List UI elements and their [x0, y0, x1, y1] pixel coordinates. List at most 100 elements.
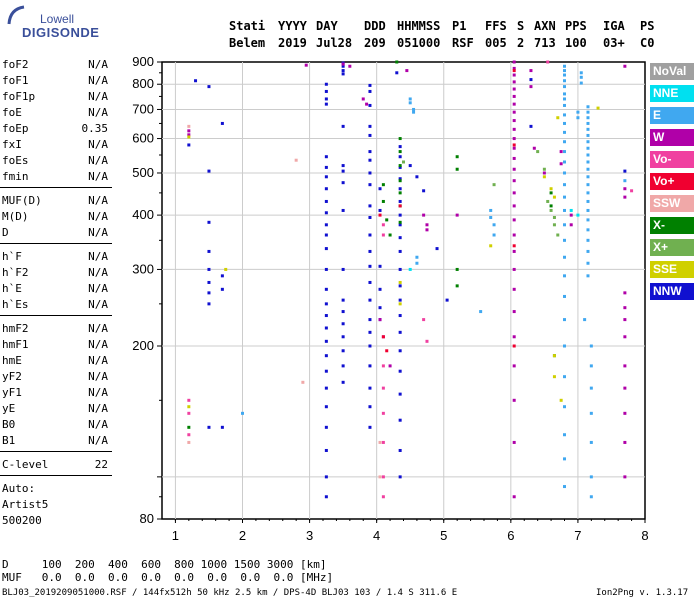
- data-point-nnw: [398, 418, 402, 422]
- data-point-nnw: [207, 267, 211, 271]
- data-point-vo: [381, 386, 385, 390]
- data-point-w: [365, 102, 369, 106]
- data-point-e: [563, 457, 566, 461]
- data-point-w: [512, 94, 516, 98]
- data-point-nnw: [341, 181, 345, 185]
- data-point-x: [381, 199, 385, 203]
- data-point-e: [586, 167, 590, 171]
- data-point-nnw: [341, 335, 345, 339]
- param-value: N/A: [88, 90, 108, 103]
- legend-item-ssw: SSW: [650, 195, 694, 212]
- data-point-nnw: [324, 287, 328, 291]
- data-point-nnw: [368, 83, 372, 87]
- data-point-x: [546, 199, 550, 203]
- data-point-ssw: [187, 124, 191, 128]
- header-value-1: 2019: [278, 36, 307, 50]
- data-point-vo: [385, 349, 389, 353]
- data-point-e: [563, 294, 566, 298]
- data-point-w: [512, 137, 516, 141]
- y-tick-label: 600: [132, 131, 154, 146]
- data-point-nnw: [341, 64, 345, 68]
- param-value: N/A: [88, 338, 108, 351]
- data-point-e: [563, 121, 566, 125]
- data-point-vo: [381, 411, 385, 415]
- data-point-w: [529, 69, 533, 73]
- data-point-w: [512, 102, 516, 106]
- param-row-hf2: h`F2 N/A: [2, 266, 110, 281]
- data-point-w: [569, 223, 573, 227]
- data-point-nnw: [207, 425, 211, 429]
- data-point-e: [586, 191, 590, 195]
- data-point-vo: [187, 433, 191, 437]
- data-point-nnw: [408, 164, 412, 168]
- data-point-e: [586, 183, 590, 187]
- data-point-nnw: [324, 223, 328, 227]
- data-point-w: [512, 156, 516, 160]
- data-point-e: [586, 261, 590, 265]
- data-point-nnw: [341, 364, 345, 368]
- data-point-e: [586, 121, 590, 125]
- param-name: h`Es: [2, 298, 29, 311]
- param-name: C-level: [2, 458, 49, 471]
- data-point-nnw: [398, 284, 402, 288]
- data-point-nnw: [324, 199, 328, 203]
- data-point-nnw: [220, 274, 224, 278]
- data-point-e: [408, 97, 412, 101]
- data-point-nnw: [324, 354, 328, 358]
- header-label-7: S: [517, 19, 525, 33]
- header-value-3: 209: [364, 36, 386, 50]
- data-point-vo: [381, 440, 385, 444]
- data-point-w: [388, 364, 392, 368]
- data-point-x: [398, 150, 402, 154]
- header-label-6: FFS: [485, 19, 507, 33]
- data-point-e: [586, 218, 590, 222]
- param-name: h`F: [2, 250, 22, 263]
- data-point-sse: [398, 302, 402, 306]
- panel-divider: [0, 315, 112, 316]
- data-point-vo: [187, 411, 191, 415]
- data-point-nnw: [341, 208, 345, 212]
- data-point-nnw: [398, 177, 402, 181]
- data-point-w: [512, 335, 516, 339]
- data-point-nnw: [324, 267, 328, 271]
- data-point-nne: [408, 267, 412, 271]
- data-point-nnw: [324, 386, 328, 390]
- data-point-nnw: [398, 165, 402, 169]
- param-row-mufd: MUF(D) N/A: [2, 194, 110, 209]
- header-value-2: Jul28: [316, 36, 353, 50]
- data-point-e: [576, 116, 580, 120]
- data-point-vo: [512, 69, 516, 73]
- data-point-w: [532, 146, 536, 150]
- data-point-vo: [187, 398, 191, 402]
- param-value: N/A: [88, 370, 108, 383]
- data-point-w: [512, 119, 516, 123]
- data-point-e: [563, 433, 566, 437]
- data-point-nnw: [324, 369, 328, 373]
- param-name: yE: [2, 402, 16, 415]
- param-value: N/A: [88, 106, 108, 119]
- data-point-x: [381, 183, 385, 187]
- param-name: h`F2: [2, 266, 29, 279]
- data-point-vo: [512, 143, 516, 147]
- data-point-nnw: [324, 339, 328, 343]
- legend-item-w: W: [650, 129, 694, 146]
- header-value-11: C0: [640, 36, 655, 50]
- data-point-vo: [381, 495, 385, 499]
- data-point-w: [623, 335, 627, 339]
- data-point-vo: [381, 223, 385, 227]
- data-point-nne: [576, 213, 580, 217]
- param-name: foF1: [2, 74, 29, 87]
- data-point-w: [623, 364, 627, 368]
- data-point-x: [549, 204, 553, 208]
- data-point-w: [512, 233, 516, 237]
- y-tick-label: 80: [140, 511, 154, 526]
- data-point-nnw: [398, 448, 402, 452]
- data-point-nnw: [324, 97, 328, 101]
- data-point-w: [559, 150, 563, 154]
- data-point-nnw: [398, 369, 402, 373]
- data-point-nnw: [341, 322, 345, 326]
- data-point-e: [563, 92, 566, 96]
- data-point-e: [589, 364, 593, 368]
- data-point-e: [586, 238, 590, 242]
